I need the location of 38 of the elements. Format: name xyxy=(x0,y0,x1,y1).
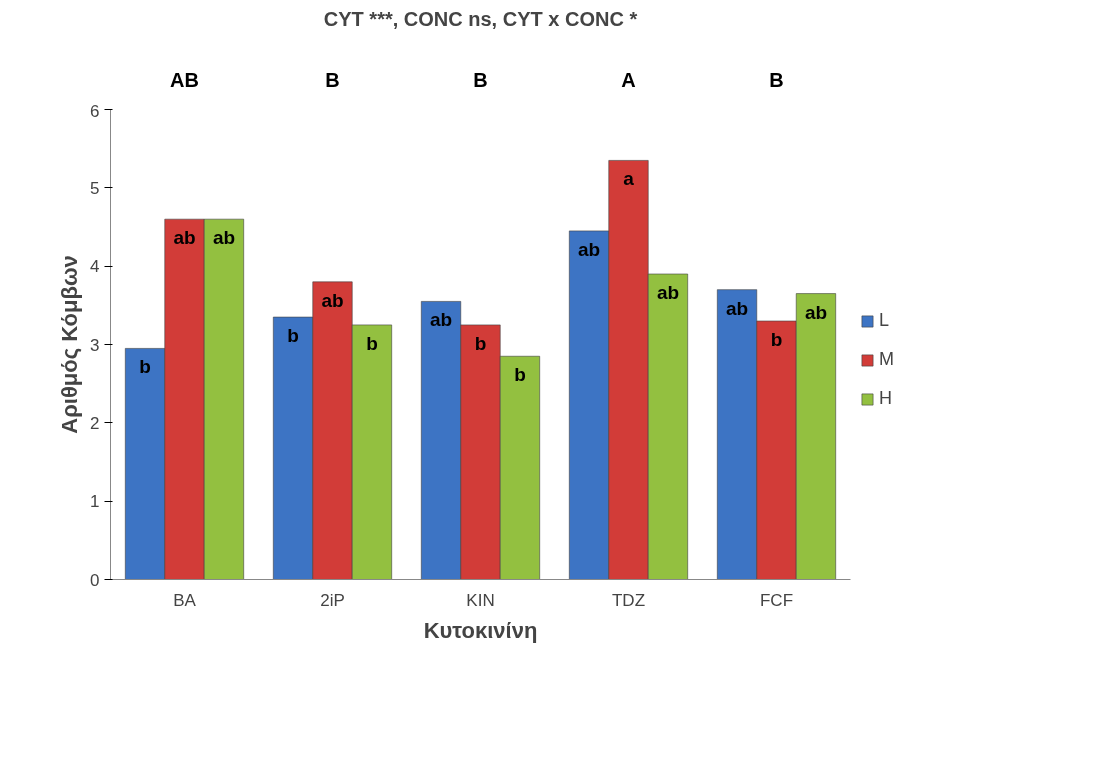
text: B xyxy=(473,68,488,91)
data-label: b xyxy=(287,325,299,347)
legend-label: M xyxy=(879,349,895,370)
data-label: b xyxy=(514,364,526,386)
data-label: a xyxy=(623,168,635,190)
y-tick-label: 3 xyxy=(90,335,100,355)
y-tick-label: 4 xyxy=(90,257,100,277)
legend-label: H xyxy=(879,388,893,409)
text: B xyxy=(769,68,784,91)
x-tick-label: 2iP xyxy=(320,590,345,610)
data-label: ab xyxy=(321,289,344,311)
data-label: ab xyxy=(429,309,453,331)
text: A xyxy=(621,68,636,91)
x-tick-label: BA xyxy=(173,590,197,610)
data-label: ab xyxy=(173,227,196,249)
x-axis-title: Κυτοκινίνη xyxy=(423,617,538,643)
text: B xyxy=(325,68,340,91)
x-tick-label: TDZ xyxy=(611,590,646,610)
data-label: ab xyxy=(212,227,236,249)
data-label: ab xyxy=(725,297,749,319)
y-tick-label: 0 xyxy=(90,570,100,590)
chart-title: CYT ***, CONC ns, CYT x CONC * xyxy=(323,7,638,30)
data-label: b xyxy=(474,332,487,354)
x-tick-label: FCF xyxy=(759,590,794,610)
y-tick-label: 5 xyxy=(90,178,100,198)
data-label: ab xyxy=(577,238,601,260)
data-label: b xyxy=(770,329,783,350)
y-tick-label: 1 xyxy=(90,492,100,512)
y-tick-label: 6 xyxy=(90,101,100,121)
data-label: b xyxy=(366,332,378,354)
y-axis-title: Αριθμός Κόμβων xyxy=(57,255,83,434)
data-label: ab xyxy=(804,301,828,323)
text: AB xyxy=(170,68,199,91)
data-label: b xyxy=(139,356,151,378)
data-label: ab xyxy=(656,282,680,303)
x-tick-label: KIN xyxy=(466,590,495,610)
y-tick-label: 2 xyxy=(90,413,100,433)
legend-label: L xyxy=(879,310,890,331)
